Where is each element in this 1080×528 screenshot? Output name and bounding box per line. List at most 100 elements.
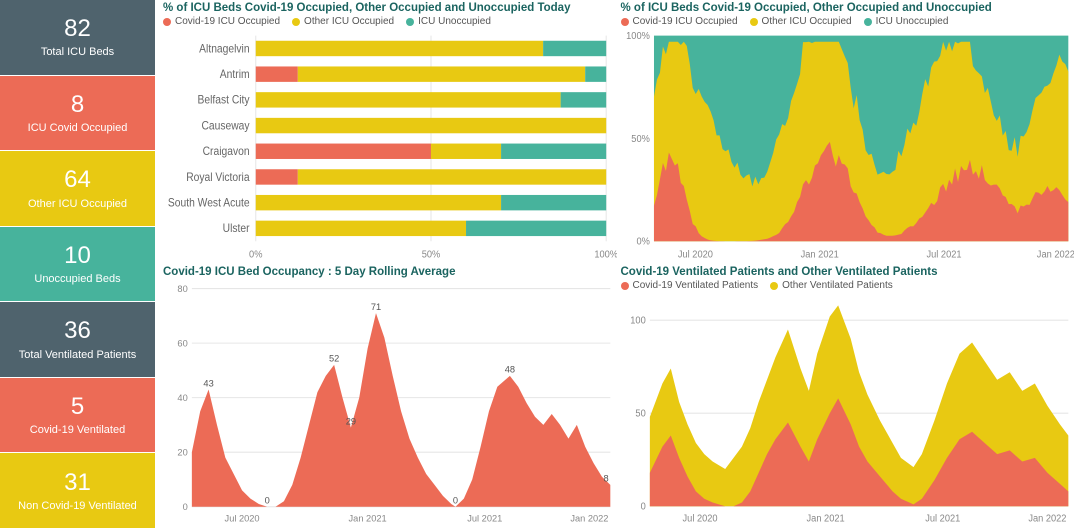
panel-title: Covid-19 ICU Bed Occupancy : 5 Day Rolli… [163, 266, 617, 278]
kpi-value: 64 [64, 167, 91, 193]
svg-text:Ulster: Ulster [223, 223, 250, 236]
svg-text:0: 0 [183, 502, 188, 513]
kpi-label: Total ICU Beds [41, 46, 114, 58]
legend-label: Other ICU Occupied [304, 16, 394, 27]
svg-text:Jan 2021: Jan 2021 [806, 513, 844, 524]
svg-text:8: 8 [604, 474, 609, 485]
kpi-label: Non Covid-19 Ventilated [18, 500, 137, 512]
svg-text:South West Acute: South West Acute [168, 197, 250, 210]
svg-text:48: 48 [505, 364, 515, 375]
svg-text:Craigavon: Craigavon [203, 146, 250, 159]
legend-dot [770, 282, 778, 290]
kpi-sidebar: 82 Total ICU Beds 8 ICU Covid Occupied 64 Oth… [0, 0, 155, 528]
panel-title: % of ICU Beds Covid-19 Occupied, Other O… [163, 2, 617, 14]
legend-dot [163, 18, 171, 26]
legend-item: Covid-19 Ventilated Patients [621, 280, 759, 291]
svg-text:50%: 50% [631, 133, 650, 145]
legend-label: Covid-19 Ventilated Patients [633, 280, 759, 291]
svg-text:Jul 2021: Jul 2021 [926, 249, 961, 261]
legend-item: Other ICU Occupied [750, 16, 852, 27]
legend-dot [864, 18, 872, 26]
legend-item: ICU Unoccupied [406, 16, 491, 27]
legend-vent: Covid-19 Ventilated Patients Other Ventil… [621, 280, 1075, 291]
svg-text:Jul 2021: Jul 2021 [467, 514, 502, 525]
svg-text:29: 29 [346, 416, 356, 427]
svg-text:60: 60 [177, 338, 187, 349]
legend-item: ICU Unoccupied [864, 16, 949, 27]
svg-text:Jul 2021: Jul 2021 [925, 513, 960, 524]
legend-dot [621, 282, 629, 290]
svg-text:20: 20 [177, 447, 187, 458]
legend-label: ICU Unoccupied [418, 16, 491, 27]
panel-rolling-avg: Covid-19 ICU Bed Occupancy : 5 Day Rolli… [163, 266, 617, 526]
kpi-label: Unoccupied Beds [34, 273, 120, 285]
legend-item: Covid-19 ICU Occupied [163, 16, 280, 27]
chart-area-rolling: 0 20 40 60 80 43 0 52 29 71 0 48 8 Jul 2020 Jan 2021 Ju… [163, 280, 617, 526]
kpi-card: 64 Other ICU Occupied [0, 151, 155, 226]
legend-label: Covid-19 ICU Occupied [175, 16, 280, 27]
svg-text:Jul 2020: Jul 2020 [677, 249, 713, 261]
charts-grid: % of ICU Beds Covid-19 Occupied, Other O… [155, 0, 1080, 528]
kpi-value: 82 [64, 16, 91, 42]
panel-icu-today: % of ICU Beds Covid-19 Occupied, Other O… [163, 2, 617, 262]
panel-title: Covid-19 Ventilated Patients and Other V… [621, 266, 1075, 278]
legend-dot [292, 18, 300, 26]
kpi-card: 36Total Ventilated Patients [0, 302, 155, 377]
svg-text:Altnagelvin: Altnagelvin [199, 43, 249, 56]
kpi-value: 10 [64, 243, 91, 269]
chart-bar-hospitals: 0% 50% 100% Altnagelvin Antrim Belfast City Ca… [163, 31, 617, 262]
svg-text:0: 0 [453, 495, 458, 506]
kpi-card: 10 Unoccupied Beds [0, 227, 155, 302]
legend-dot [406, 18, 414, 26]
kpi-value: 5 [71, 394, 84, 420]
kpi-label: Covid-19 Ventilated [30, 424, 125, 436]
panel-title: % of ICU Beds Covid-19 Occupied, Other O… [621, 2, 1075, 14]
legend-icu: Covid-19 ICU Occupied Other ICU Occupied I… [163, 16, 617, 27]
svg-text:52: 52 [329, 354, 339, 365]
svg-text:40: 40 [177, 393, 187, 404]
legend-item: Covid-19 ICU Occupied [621, 16, 738, 27]
svg-text:50: 50 [635, 408, 645, 419]
legend-icu-trend: Covid-19 ICU Occupied Other ICU Occupied I… [621, 16, 1075, 27]
chart-stacked-area-100: 0%50%100%Jul 2020Jan 2021Jul 2021Jan 202… [621, 31, 1075, 262]
kpi-label: Total Ventilated Patients [19, 349, 136, 361]
svg-text:Royal Victoria: Royal Victoria [186, 171, 250, 184]
svg-text:71: 71 [371, 302, 381, 313]
legend-item: Other ICU Occupied [292, 16, 394, 27]
svg-text:43: 43 [203, 378, 213, 389]
legend-label: Other Ventilated Patients [782, 280, 893, 291]
panel-ventilated: Covid-19 Ventilated Patients and Other V… [621, 266, 1075, 526]
svg-text:Causeway: Causeway [201, 120, 250, 133]
svg-text:Belfast City: Belfast City [197, 94, 250, 107]
kpi-card: 8 ICU Covid Occupied [0, 76, 155, 151]
svg-text:Jan 2022: Jan 2022 [1028, 513, 1066, 524]
legend-label: Covid-19 ICU Occupied [633, 16, 738, 27]
kpi-card: 82 Total ICU Beds [0, 0, 155, 75]
svg-text:0: 0 [265, 495, 270, 506]
svg-text:0: 0 [640, 501, 645, 512]
kpi-card: 5 Covid-19 Ventilated [0, 378, 155, 453]
svg-text:Jan 2022: Jan 2022 [570, 514, 608, 525]
svg-text:50%: 50% [422, 249, 441, 261]
legend-dot [621, 18, 629, 26]
kpi-card: 31 Non Covid-19 Ventilated [0, 453, 155, 528]
svg-text:Jul 2020: Jul 2020 [225, 514, 260, 525]
legend-label: ICU Unoccupied [876, 16, 949, 27]
kpi-label: ICU Covid Occupied [28, 122, 128, 134]
kpi-value: 8 [71, 92, 84, 118]
svg-text:0%: 0% [249, 249, 263, 261]
svg-text:Jan 2021: Jan 2021 [800, 249, 838, 261]
kpi-value: 31 [64, 470, 91, 496]
svg-text:Jan 2021: Jan 2021 [349, 514, 387, 525]
svg-text:100%: 100% [594, 249, 616, 261]
svg-text:Jul 2020: Jul 2020 [682, 513, 717, 524]
kpi-label: Other ICU Occupied [28, 198, 127, 210]
svg-text:100: 100 [630, 315, 645, 326]
legend-dot [750, 18, 758, 26]
legend-item: Other Ventilated Patients [770, 280, 893, 291]
svg-text:Jan 2022: Jan 2022 [1036, 249, 1074, 261]
svg-text:100%: 100% [626, 31, 650, 42]
svg-text:Antrim: Antrim [220, 69, 250, 82]
panel-icu-trend: % of ICU Beds Covid-19 Occupied, Other O… [621, 2, 1075, 262]
svg-text:80: 80 [177, 284, 187, 295]
